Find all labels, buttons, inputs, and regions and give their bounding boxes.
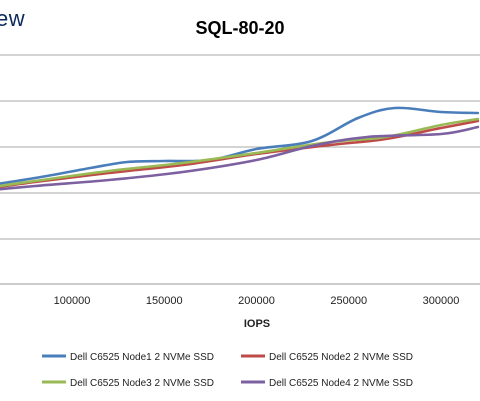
x-tick-labels: 100000 150000 200000 250000 300000 [54,295,460,307]
series-line-3 [0,117,480,188]
x-tick-label: 250000 [330,295,367,307]
x-axis-label: IOPS [244,318,270,330]
gridlines [0,54,480,240]
legend-label: Dell C6525 Node4 2 NVMe SSD [269,378,413,389]
series-lines [0,106,480,191]
legend-label: Dell C6525 Node3 2 NVMe SSD [70,378,214,389]
legend-label: Dell C6525 Node1 2 NVMe SSD [70,352,214,363]
chart-title: SQL-80-20 [195,18,284,38]
x-tick-label: 200000 [238,295,275,307]
series-line-4 [0,125,480,191]
x-tick-label: 150000 [146,295,183,307]
logo-text: ew [0,6,26,31]
legend-label: Dell C6525 Node2 2 NVMe SSD [269,352,413,363]
x-tick-label: 300000 [423,295,460,307]
x-tick-label: 100000 [54,295,91,307]
legend: Dell C6525 Node1 2 NVMe SSD Dell C6525 No… [42,352,413,389]
